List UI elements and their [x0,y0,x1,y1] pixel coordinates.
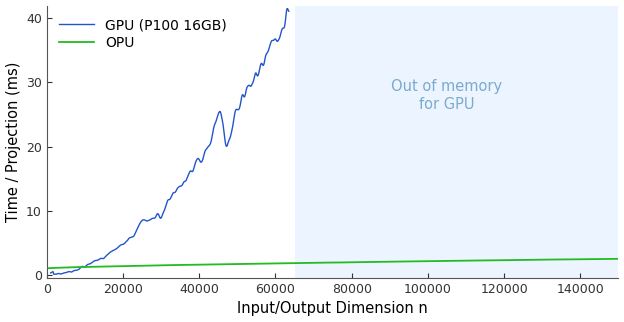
Line: OPU: OPU [49,259,618,268]
GPU (P100 16GB) [284,7,291,11]
Text: Out of memory
for GPU: Out of memory for GPU [391,79,502,111]
GPU (P100 16GB) [76,266,84,270]
OPU [615,257,622,261]
OPU [562,257,569,261]
Line: GPU (P100 16GB): GPU (P100 16GB) [51,9,289,274]
OPU [384,260,392,264]
OPU [383,260,390,264]
X-axis label: Input/Output Dimension n: Input/Output Dimension n [237,301,428,317]
OPU [47,266,54,270]
GPU (P100 16GB) [50,272,57,276]
Bar [295,5,624,278]
Y-axis label: Time / Projection (ms): Time / Projection (ms) [6,62,21,222]
Legend: GPU (P100 16GB), OPU: GPU (P100 16GB), OPU [54,13,233,56]
GPU (P100 16GB) [47,271,54,275]
OPU [45,266,52,270]
GPU (P100 16GB) [220,123,227,127]
GPU (P100 16GB) [197,160,205,164]
GPU (P100 16GB) [221,133,228,137]
OPU [394,260,401,263]
GPU (P100 16GB) [142,218,149,222]
GPU (P100 16GB) [125,237,132,241]
OPU [525,258,533,262]
GPU (P100 16GB) [285,9,293,13]
